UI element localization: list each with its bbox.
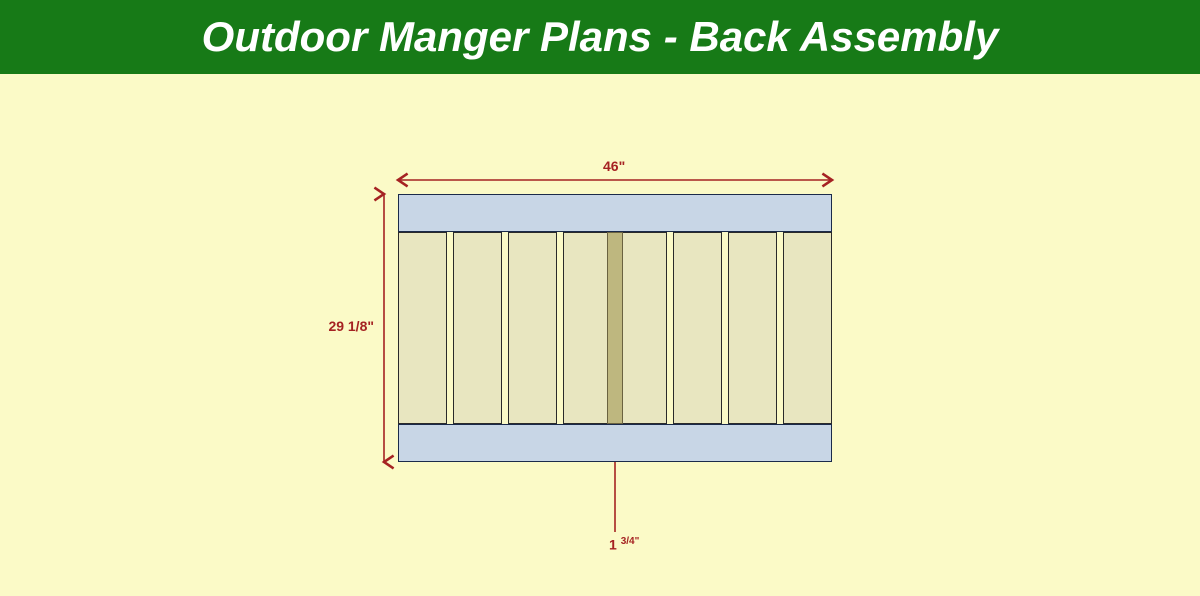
bottom-rail [398, 424, 832, 462]
slat [398, 232, 447, 424]
center-label-frac: 3/4" [621, 536, 640, 547]
slat [728, 232, 777, 424]
page: Outdoor Manger Plans - Back Assembly [0, 0, 1200, 596]
slat [783, 232, 832, 424]
page-title-bar: Outdoor Manger Plans - Back Assembly [0, 0, 1200, 74]
slat [453, 232, 502, 424]
top-rail [398, 194, 832, 232]
slat [508, 232, 557, 424]
slat [563, 232, 612, 424]
slat [673, 232, 722, 424]
dimension-height-label: 29 1/8" [328, 318, 374, 334]
back-assembly [398, 194, 832, 462]
dimension-width-label: 46" [603, 158, 625, 174]
center-stile [607, 232, 623, 424]
dimension-center-label: 1 3/4" [609, 536, 639, 553]
page-title: Outdoor Manger Plans - Back Assembly [202, 13, 999, 61]
diagram-canvas: 46" 29 1/8" 1 3/4" [0, 74, 1200, 596]
slat [618, 232, 667, 424]
center-label-main: 1 [609, 537, 617, 553]
